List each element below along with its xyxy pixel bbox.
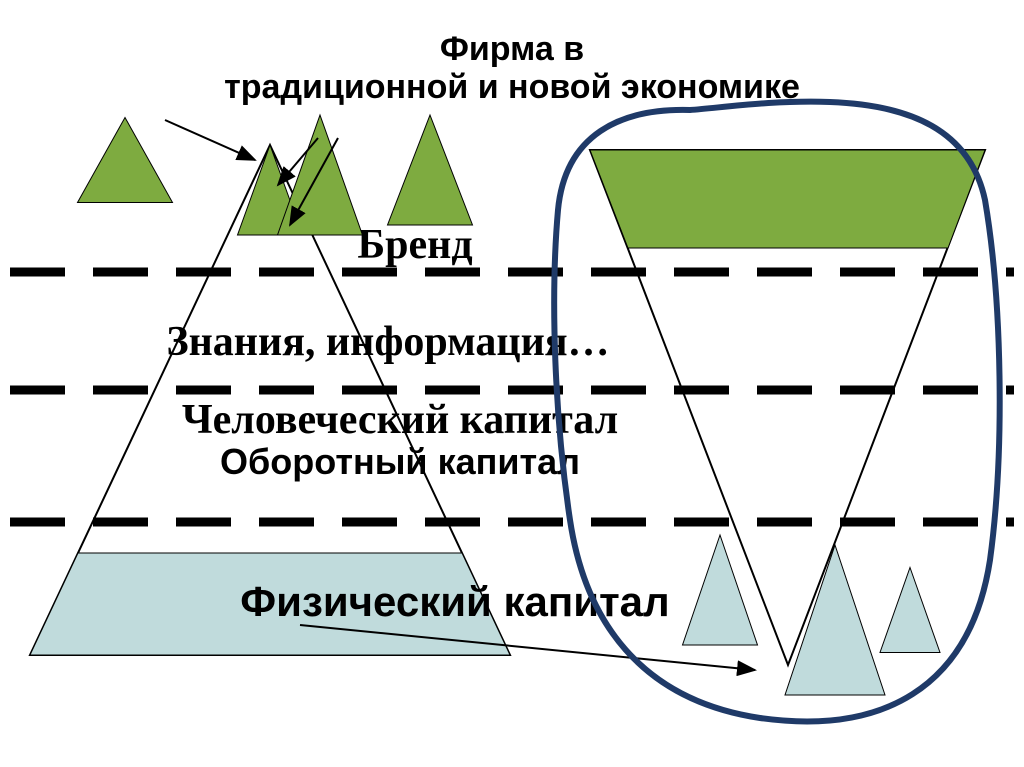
diagram-canvas: Фирма в традиционной и новой экономике Б…	[0, 0, 1024, 767]
shapes-front-layer	[0, 0, 1024, 767]
